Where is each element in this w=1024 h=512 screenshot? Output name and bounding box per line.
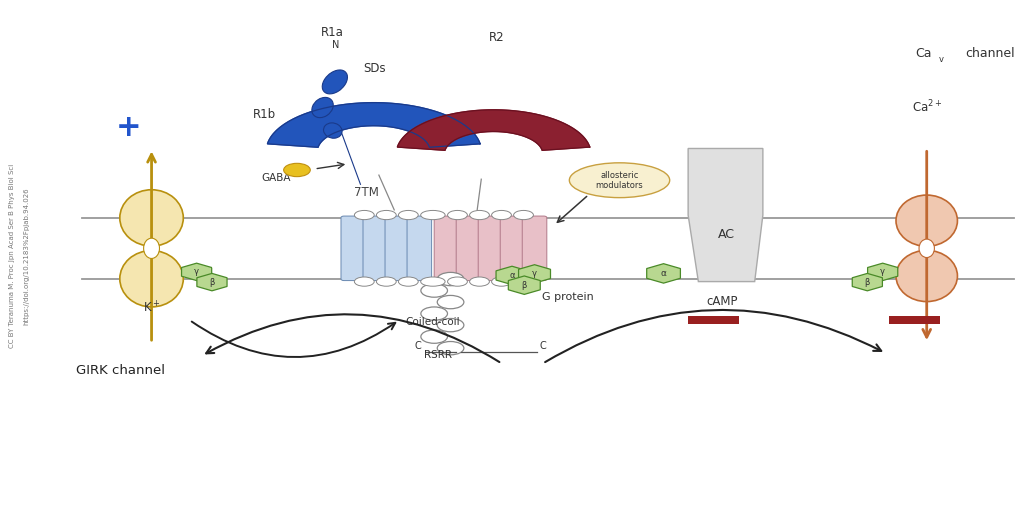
Bar [688,316,739,324]
Ellipse shape [492,277,511,286]
Polygon shape [867,263,898,281]
Ellipse shape [120,190,183,246]
Polygon shape [688,148,763,282]
FancyBboxPatch shape [341,216,366,281]
Text: GABA: GABA [262,173,291,183]
Ellipse shape [514,277,534,286]
Ellipse shape [312,97,333,118]
Ellipse shape [470,210,489,220]
Polygon shape [181,263,212,281]
Ellipse shape [514,210,534,220]
Ellipse shape [492,210,511,220]
Text: R1a: R1a [321,26,343,39]
Polygon shape [852,273,883,291]
Polygon shape [508,276,541,294]
Ellipse shape [569,163,670,198]
Polygon shape [496,266,528,285]
Ellipse shape [920,239,934,258]
FancyBboxPatch shape [362,216,387,281]
FancyBboxPatch shape [522,216,547,281]
FancyBboxPatch shape [407,216,432,281]
Text: CC BY Teranuma M. Proc Jpn Acad Ser B Phys Biol Sci: CC BY Teranuma M. Proc Jpn Acad Ser B Ph… [9,164,15,348]
Text: 7TM: 7TM [354,185,379,199]
Ellipse shape [447,210,467,220]
Ellipse shape [421,210,445,220]
Text: allosteric
modulators: allosteric modulators [596,170,643,190]
Text: K$^+$: K$^+$ [142,300,161,315]
Ellipse shape [377,210,396,220]
Ellipse shape [143,238,160,259]
Polygon shape [397,110,590,151]
Bar [889,316,940,324]
Ellipse shape [398,210,418,220]
FancyBboxPatch shape [385,216,410,281]
Text: https://doi.org/10.2183%2Fpjab.94.026: https://doi.org/10.2183%2Fpjab.94.026 [24,187,30,325]
FancyBboxPatch shape [457,216,481,281]
Text: VFT: VFT [374,147,384,165]
Text: VFT: VFT [494,150,504,168]
Text: β: β [864,278,870,287]
Circle shape [421,284,447,297]
Ellipse shape [398,277,418,286]
Text: SDs: SDs [364,61,386,75]
FancyBboxPatch shape [500,216,524,281]
Circle shape [437,272,464,286]
Ellipse shape [324,123,342,138]
Text: Coiled-coil: Coiled-coil [406,317,460,327]
Text: AC: AC [718,227,734,241]
Polygon shape [197,273,227,291]
Text: γ: γ [881,267,885,276]
Text: v: v [939,55,943,65]
Text: N: N [332,39,340,50]
Ellipse shape [354,277,374,286]
Polygon shape [647,264,680,283]
Text: +: + [116,114,142,142]
Text: channel: channel [966,47,1015,60]
Circle shape [421,307,447,321]
Polygon shape [518,265,551,283]
Text: γ: γ [195,267,199,276]
Text: RSRR: RSRR [424,350,453,360]
Ellipse shape [447,277,467,286]
Text: γ: γ [532,269,537,279]
Text: β: β [521,281,527,290]
FancyBboxPatch shape [434,216,459,281]
Circle shape [284,163,310,177]
Ellipse shape [377,277,396,286]
Ellipse shape [896,195,957,246]
Text: G protein: G protein [543,291,594,302]
Text: GIRK channel: GIRK channel [77,364,165,377]
Text: cAMP: cAMP [707,294,737,308]
Text: C: C [415,341,421,351]
Ellipse shape [896,250,957,302]
Ellipse shape [421,277,445,286]
Text: C: C [540,341,546,351]
Circle shape [437,342,464,355]
Ellipse shape [120,250,183,307]
Ellipse shape [470,277,489,286]
Text: α: α [660,269,667,278]
Text: Ca: Ca [915,47,932,60]
Text: R2: R2 [488,31,505,44]
FancyBboxPatch shape [478,216,503,281]
Circle shape [437,318,464,332]
Text: α: α [509,271,515,280]
Ellipse shape [323,70,347,94]
Circle shape [421,330,447,343]
Text: Ca$^{2+}$: Ca$^{2+}$ [911,99,942,116]
Text: R1b: R1b [253,108,276,121]
Polygon shape [267,103,480,147]
Text: β: β [209,278,215,287]
Text: N: N [311,111,319,121]
Circle shape [437,295,464,309]
Ellipse shape [354,210,374,220]
